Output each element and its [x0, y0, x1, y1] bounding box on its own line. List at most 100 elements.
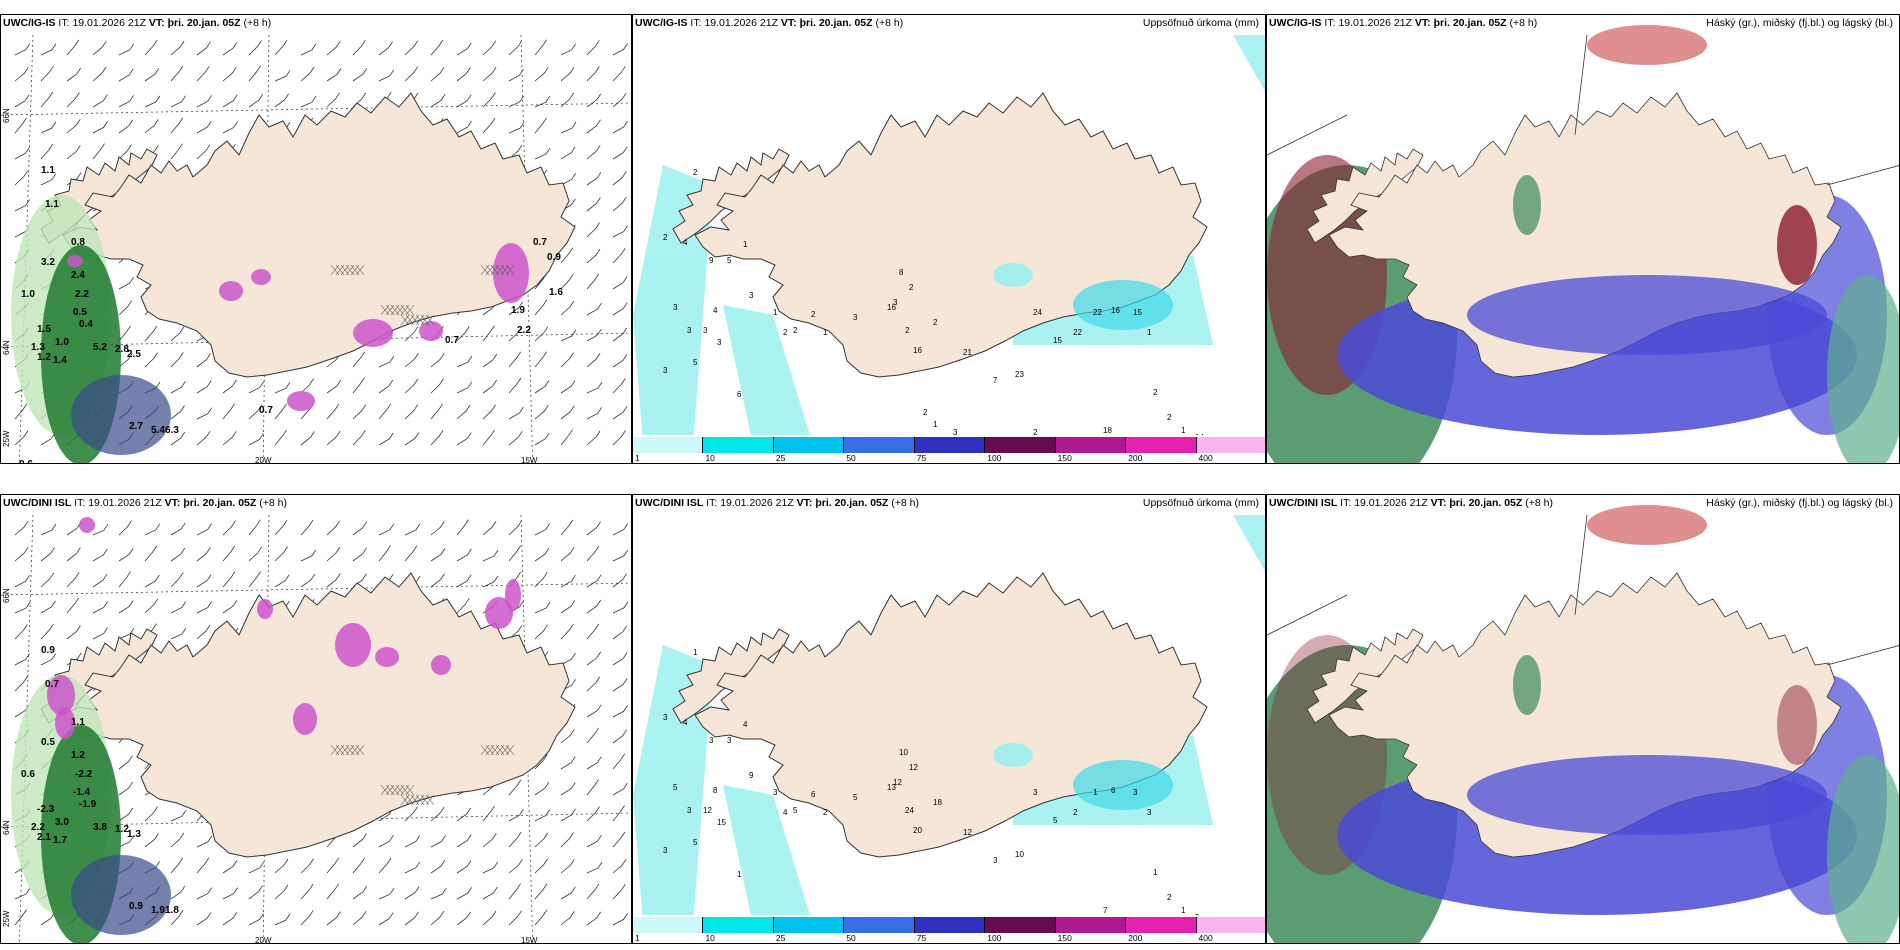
precip-value: 10	[899, 748, 908, 757]
precip-value: 21	[963, 348, 972, 357]
temperature-label: 0.7	[259, 405, 273, 416]
colorbar: 1 10 25 50 75 100 150 200 400	[633, 913, 1265, 943]
snow-area	[419, 321, 443, 341]
precip-value: 3	[893, 298, 898, 307]
precip-value: 6	[1111, 786, 1116, 795]
precip-value: 3	[687, 806, 692, 815]
colorbar-swatch	[1055, 437, 1127, 453]
panel-wind-temp-row2: UWC/DINI ISL IT: 19.01.2026 21Z VT: þri.…	[0, 494, 632, 944]
precip-value: 15	[1133, 308, 1142, 317]
temperature-label: 1.3	[127, 829, 141, 840]
snow-area	[493, 243, 529, 303]
temperature-label: 2.2	[517, 325, 531, 336]
precip-value: 2	[933, 318, 938, 327]
snow-area	[257, 599, 273, 619]
panel-wind-temp-row1: UWC/IG-IS IT: 19.01.2026 21Z VT: þri. 20…	[0, 14, 632, 464]
colorbar-swatch	[1196, 917, 1265, 933]
temperature-label: 1.9	[151, 905, 165, 916]
precip-value: 1	[1181, 906, 1186, 915]
precip-value: 2	[1073, 808, 1078, 817]
temperature-label: 1.3	[31, 342, 45, 353]
high-cloud	[1587, 25, 1707, 65]
precip-value: 4	[713, 306, 718, 315]
temperature-label: 0.6	[21, 769, 35, 780]
precip-value: 4	[783, 808, 788, 817]
colorbar-tick: 100	[987, 453, 1002, 463]
colorbar-swatch	[985, 917, 1056, 933]
low-cloud	[1827, 755, 1899, 943]
panel-header: UWC/IG-IS IT: 19.01.2026 21Z VT: þri. 20…	[1269, 17, 1538, 29]
colorbar: 1 10 25 50 75 100 150 200 400	[633, 433, 1265, 463]
map-clouds-row2	[1267, 495, 1899, 943]
temperature-labels: 0.9 0.7 1.1 0.5 1.2 0.6 -2.2 -2.3 -1.4-1.9 2.2 3.0…	[21, 645, 179, 916]
precip-value: 3	[673, 303, 678, 312]
panel-precip-row2: UWC/DINI ISL IT: 19.01.2026 21Z VT: þri.…	[632, 494, 1266, 944]
temperature-label: 3.8	[93, 822, 107, 833]
precip-value: 24	[1033, 308, 1042, 317]
precip-title: Uppsöfnuð úrkoma (mm)	[1142, 17, 1259, 29]
map-wind-temp-row2: 66N 64N 20W 15W 25W 0.9 0.7 1.1 0.5 1.2 0.6 -2.2 -2.…	[1, 514, 631, 944]
longitude-label: 20W	[255, 936, 272, 944]
temperature-label: 3.0	[55, 817, 69, 828]
precip-light	[993, 743, 1033, 767]
colorbar-tick: 50	[846, 453, 856, 463]
temperature-label: 2.7	[129, 421, 143, 432]
temperature-label: 0.6	[19, 459, 33, 464]
temperature-label: -1.4	[73, 787, 91, 798]
precip-value: 3	[993, 856, 998, 865]
precip-value: 5	[693, 838, 698, 847]
precip-value: 2	[1167, 413, 1172, 422]
cloud-title: Háský (gr.), miðský (fj.bl.) og lágský (…	[1706, 17, 1893, 29]
precip-value: 1	[1153, 868, 1158, 877]
precip-medium	[1073, 280, 1173, 330]
colorbar-tick: 75	[916, 453, 927, 463]
temperature-label: 1.2	[115, 824, 129, 835]
longitude-label: 15W	[521, 456, 538, 464]
map-wind-temp-row1: 66N 64N 20W 15W 25W 1.1 1.1 0.8 3.2 2.4 1.0 2.2 1.5 0…	[1, 34, 631, 464]
latitude-label: 25W	[2, 910, 11, 927]
precip-core	[71, 855, 171, 935]
colorbar-swatch	[844, 437, 915, 453]
precip-value: 15	[1053, 336, 1062, 345]
colorbar-swatch	[633, 437, 704, 453]
temperature-label: 0.7	[445, 335, 459, 346]
temperature-label: 0.8	[71, 237, 85, 248]
low-cloud-over-land	[1513, 175, 1541, 235]
high-cloud	[1587, 505, 1707, 545]
colorbar-tick: 75	[916, 933, 927, 943]
precip-value: 3	[1033, 788, 1038, 797]
precip-value: 10	[1015, 850, 1024, 859]
temperature-label: 1.4	[53, 355, 67, 366]
colorbar-swatch	[633, 917, 704, 933]
colorbar-swatch	[773, 437, 845, 453]
snow-area	[505, 579, 521, 611]
temperature-label: 1.6	[549, 287, 563, 298]
snow-area	[431, 655, 451, 675]
colorbar-swatch	[773, 917, 845, 933]
temperature-label: 2.5	[127, 349, 141, 360]
panel-header: UWC/IG-IS IT: 19.01.2026 21Z VT: þri. 20…	[3, 17, 272, 29]
temperature-labels: 1.11.10.83.22.41.0 2.21.50.50.41.3 1.01.2 1…	[19, 165, 563, 464]
temperature-label: 1.1	[71, 717, 85, 728]
snow-area	[79, 517, 95, 533]
precip-value: 12	[893, 778, 902, 787]
precip-value: 13	[887, 783, 896, 792]
temperature-label: 1.2	[37, 352, 51, 363]
precip-value: 18	[1103, 426, 1112, 435]
temperature-label: 1.5	[37, 324, 51, 335]
panel-clouds-row2: UWC/DINI ISL IT: 19.01.2026 21Z VT: þri.…	[1266, 494, 1900, 944]
temperature-label: 0.5	[41, 737, 55, 748]
temperature-label: 1.1	[41, 165, 55, 176]
precip-value: 1	[743, 240, 748, 249]
precip-value: 23	[1015, 370, 1024, 379]
precip-value: 2	[1167, 893, 1172, 902]
snow-area	[375, 647, 399, 667]
high-cloud-over-land	[1777, 205, 1817, 285]
precip-value: 4	[743, 720, 748, 729]
temperature-label: 0.9	[547, 252, 561, 263]
precip-value: 4	[683, 238, 688, 247]
snow-area	[293, 703, 317, 735]
precip-value: 3	[687, 326, 692, 335]
